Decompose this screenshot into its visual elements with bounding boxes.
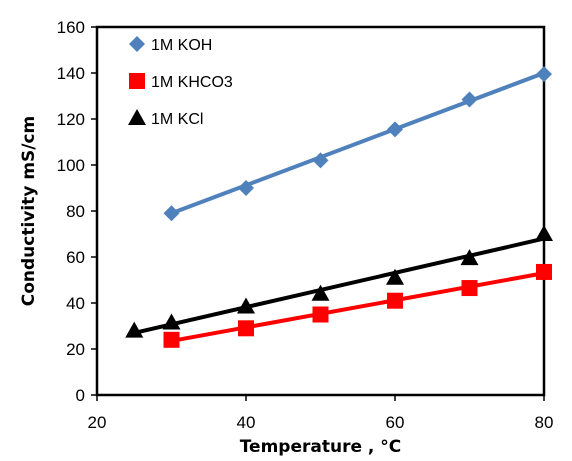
point-1m-khco3	[387, 292, 403, 309]
y-tick-label: 160	[57, 18, 85, 37]
point-1m-kcl	[535, 225, 553, 241]
trendline-1m-khco3	[171, 271, 545, 343]
y-tick-label: 100	[57, 156, 85, 175]
trendlines	[133, 71, 545, 343]
legend-label-1m-khco3: 1M KHCO3	[151, 74, 233, 91]
x-axis-title: Temperature , °C	[240, 437, 402, 457]
point-1m-kcl	[125, 321, 144, 338]
y-tick-label: 20	[66, 340, 85, 359]
point-1m-khco3	[461, 280, 478, 297]
x-tick-label: 40	[237, 413, 256, 432]
legend-label-1m-kcl: 1M KCl	[151, 111, 203, 128]
point-1m-kcl	[386, 268, 404, 285]
y-tick-label: 0	[76, 386, 85, 405]
x-tick-label: 80	[535, 413, 554, 432]
trendline-1m-kcl	[133, 236, 545, 335]
point-1m-koh	[387, 121, 403, 138]
legend-marker-1m-khco3	[129, 73, 145, 89]
y-tick-label: 80	[66, 202, 85, 221]
legend-label-1m-koh: 1M KOH	[151, 37, 212, 54]
point-1m-kcl	[162, 313, 181, 330]
x-tick-label: 20	[88, 413, 107, 432]
point-1m-kcl	[311, 284, 330, 301]
point-1m-kcl	[460, 249, 479, 266]
point-1m-koh	[536, 66, 552, 83]
point-1m-koh	[163, 205, 180, 222]
y-tick-label: 140	[57, 64, 85, 83]
point-1m-khco3	[163, 331, 180, 348]
trendline-1m-koh	[170, 71, 545, 216]
point-1m-koh	[312, 152, 329, 169]
point-1m-khco3	[238, 320, 254, 337]
legend: 1M KOH 1M KHCO3 1M KCl	[128, 36, 233, 128]
point-1m-khco3	[536, 263, 552, 280]
point-1m-koh	[461, 91, 478, 108]
y-tick-label: 60	[66, 248, 85, 267]
y-axis-title: Conductivity mS/cm	[19, 116, 39, 307]
y-tick-label: 120	[57, 110, 85, 129]
point-1m-kcl	[237, 297, 255, 314]
legend-marker-1m-kcl	[128, 109, 146, 125]
legend-marker-1m-koh	[129, 36, 145, 52]
data-markers	[125, 66, 553, 348]
x-tick-label: 60	[386, 413, 405, 432]
point-1m-khco3	[312, 306, 329, 323]
y-tick-label: 40	[66, 294, 85, 313]
point-1m-koh	[238, 180, 254, 196]
